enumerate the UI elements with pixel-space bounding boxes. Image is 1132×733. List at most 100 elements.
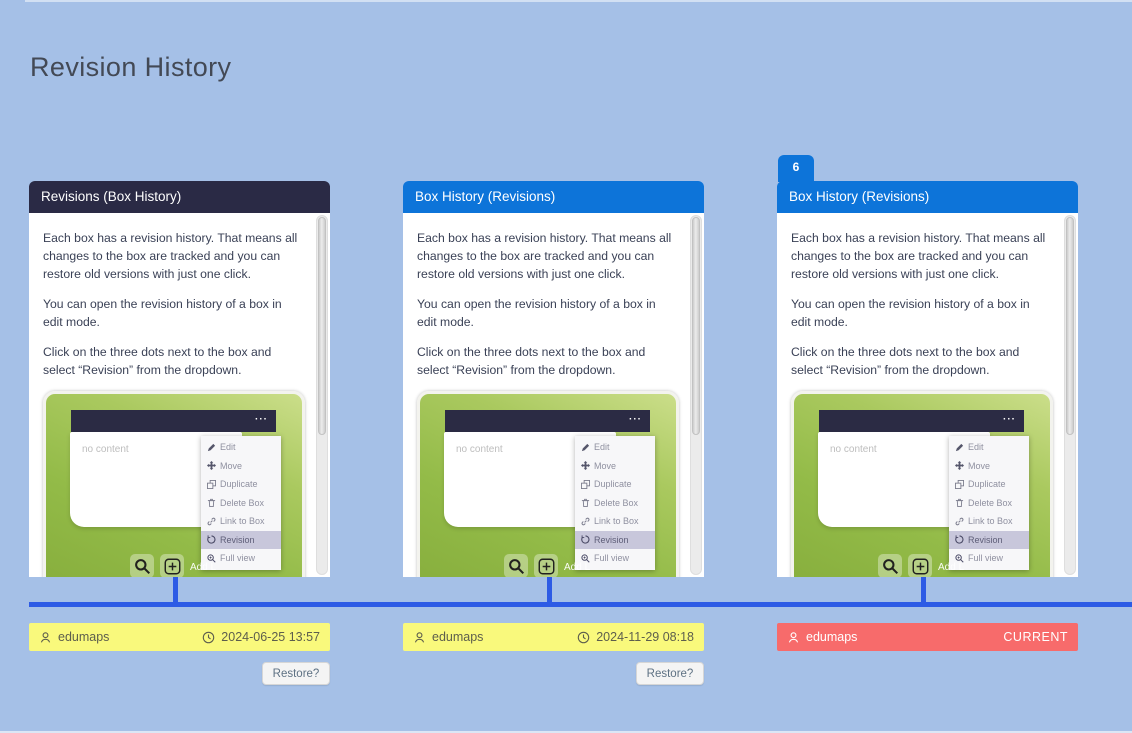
add-box-icon	[534, 554, 558, 577]
box-screenshot-image: ··· no content Edit Move Duplicate Delet…	[43, 391, 305, 577]
page-title: Revision History	[30, 52, 232, 82]
link-icon	[955, 517, 964, 526]
timeline-connector-2	[547, 577, 552, 602]
trash-icon	[581, 498, 590, 508]
revision-user: edumaps	[58, 630, 110, 644]
link-icon	[207, 517, 216, 526]
trash-icon	[207, 498, 216, 508]
menu-item-duplicate: Duplicate	[949, 475, 1029, 494]
move-icon	[207, 461, 216, 471]
menu-item-edit: Edit	[575, 438, 655, 457]
card-header: Box History (Revisions)	[777, 181, 1078, 213]
box-titlebar: ···	[819, 410, 1024, 432]
add-box-label: Add L	[938, 562, 965, 573]
scrollbar-thumb[interactable]	[692, 217, 700, 436]
card-title: Revisions (Box History)	[41, 189, 182, 204]
menu-item-duplicate: Duplicate	[575, 475, 655, 494]
revision-meta-bar-3: edumaps CURRENT	[777, 623, 1078, 651]
menu-item-delete-box: Delete Box	[201, 494, 281, 513]
duplicate-icon	[955, 479, 964, 489]
card-scrollbar[interactable]	[1064, 215, 1076, 575]
scrollbar-thumb[interactable]	[1066, 217, 1074, 436]
box-titlebar: ···	[71, 410, 276, 432]
duplicate-icon	[581, 479, 590, 489]
card-title: Box History (Revisions)	[415, 189, 556, 204]
magnifier-icon	[878, 554, 902, 577]
card-header: Revisions (Box History)	[29, 181, 330, 213]
zoom-in-icon	[955, 554, 964, 563]
body-paragraph: You can open the revision history of a b…	[43, 297, 282, 329]
card-body-scrollarea[interactable]: Each box has a revision history. That me…	[29, 213, 330, 577]
revision-card-3: 6 Box History (Revisions) Each box has a…	[777, 155, 1078, 577]
menu-item-link-to-box: Link to Box	[949, 512, 1029, 531]
duplicate-icon	[207, 479, 216, 489]
pencil-icon	[207, 443, 216, 452]
zoom-in-icon	[581, 554, 590, 563]
box-context-menu: Edit Move Duplicate Delete Box Link to B…	[575, 436, 655, 570]
menu-item-full-view: Full view	[949, 549, 1029, 568]
ellipsis-menu-icon: ···	[255, 414, 268, 425]
box-screenshot-image: ··· no content Edit Move Duplicate Delet…	[791, 391, 1053, 577]
current-badge: CURRENT	[1003, 630, 1068, 644]
clock-icon	[577, 631, 590, 644]
box-screenshot-image: ··· no content Edit Move Duplicate Delet…	[417, 391, 679, 577]
body-paragraph: Each box has a revision history. That me…	[43, 231, 298, 281]
menu-item-link-to-box: Link to Box	[201, 512, 281, 531]
card-title: Box History (Revisions)	[789, 189, 930, 204]
add-box-label: Add L	[564, 562, 591, 573]
user-icon	[413, 631, 426, 644]
magnifier-icon	[504, 554, 528, 577]
menu-item-move: Move	[949, 457, 1029, 476]
box-context-menu: Edit Move Duplicate Delete Box Link to B…	[949, 436, 1029, 570]
menu-item-duplicate: Duplicate	[201, 475, 281, 494]
body-paragraph: Each box has a revision history. That me…	[417, 231, 672, 281]
pencil-icon	[955, 443, 964, 452]
menu-item-edit: Edit	[949, 438, 1029, 457]
revision-meta-bar-2: edumaps 2024-11-29 08:18	[403, 623, 704, 651]
revision-timestamp: 2024-11-29 08:18	[596, 630, 694, 644]
card-body-scrollarea[interactable]: Each box has a revision history. That me…	[777, 213, 1078, 577]
magnifier-icon	[130, 554, 154, 577]
body-paragraph: Click on the three dots next to the box …	[791, 345, 1020, 377]
no-content-label: no content	[456, 444, 503, 455]
timeline-line	[29, 602, 1132, 607]
revision-card-1: Revisions (Box History) Each box has a r…	[29, 181, 330, 577]
history-icon	[955, 535, 964, 544]
link-icon	[581, 517, 590, 526]
body-paragraph: You can open the revision history of a b…	[417, 297, 656, 329]
trash-icon	[955, 498, 964, 508]
move-icon	[955, 461, 964, 471]
body-paragraph: You can open the revision history of a b…	[791, 297, 1030, 329]
menu-item-full-view: Full view	[201, 549, 281, 568]
card-header: Box History (Revisions)	[403, 181, 704, 213]
restore-button-2[interactable]: Restore?	[636, 662, 704, 685]
box-titlebar: ···	[445, 410, 650, 432]
revision-card-2: Box History (Revisions) Each box has a r…	[403, 181, 704, 577]
revision-timestamp: 2024-06-25 13:57	[221, 630, 320, 644]
revision-meta-bar-1: edumaps 2024-06-25 13:57	[29, 623, 330, 651]
add-box-icon	[160, 554, 184, 577]
timeline-connector-1	[173, 577, 178, 602]
history-icon	[581, 535, 590, 544]
menu-item-revision: Revision	[201, 530, 281, 549]
scrollbar-thumb[interactable]	[318, 217, 326, 436]
menu-item-revision: Revision	[575, 530, 655, 549]
menu-item-edit: Edit	[201, 438, 281, 457]
restore-button-1[interactable]: Restore?	[262, 662, 330, 685]
menu-item-move: Move	[575, 457, 655, 476]
menu-item-revision: Revision	[949, 530, 1029, 549]
zoom-in-icon	[207, 554, 216, 563]
revision-count-badge: 6	[778, 155, 814, 182]
body-paragraph: Click on the three dots next to the box …	[43, 345, 272, 377]
history-icon	[207, 535, 216, 544]
card-body-scrollarea[interactable]: Each box has a revision history. That me…	[403, 213, 704, 577]
no-content-label: no content	[830, 444, 877, 455]
window-bottom-edge	[0, 731, 1132, 733]
body-paragraph: Each box has a revision history. That me…	[791, 231, 1046, 281]
card-scrollbar[interactable]	[690, 215, 702, 575]
ellipsis-menu-icon: ···	[629, 414, 642, 425]
box-context-menu: Edit Move Duplicate Delete Box Link to B…	[201, 436, 281, 570]
timeline-connector-3	[921, 577, 926, 602]
card-scrollbar[interactable]	[316, 215, 328, 575]
add-box-label: Add L	[190, 562, 217, 573]
